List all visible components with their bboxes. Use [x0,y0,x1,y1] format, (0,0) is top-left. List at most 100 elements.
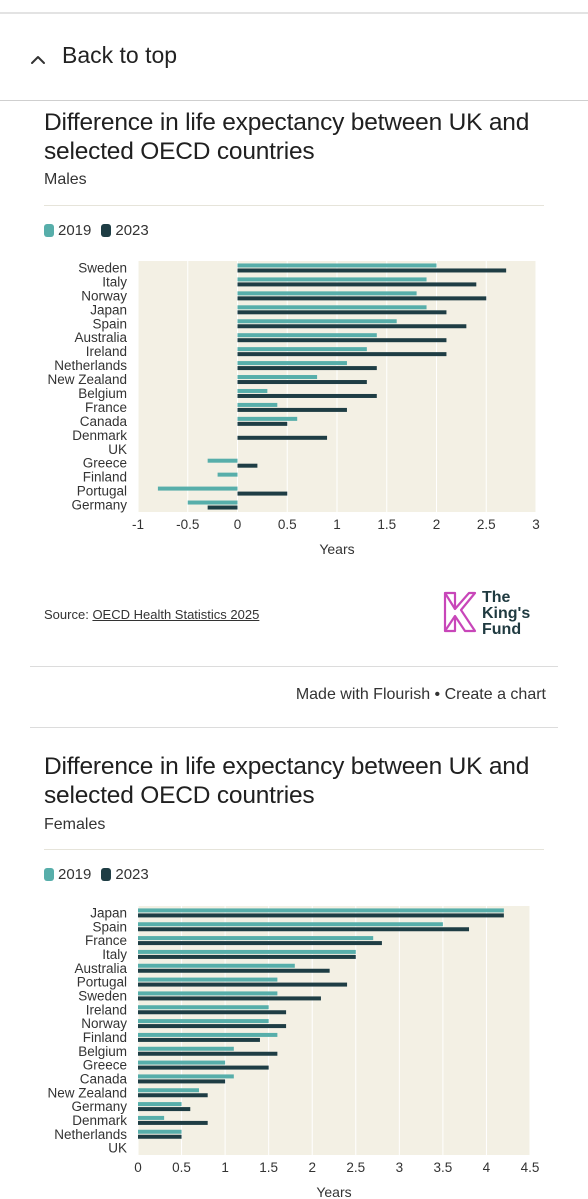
bar-2023 [237,296,487,301]
category-label: Netherlands [54,358,127,373]
category-label: Spain [92,316,127,331]
chart-subtitle-females: Females [44,816,106,833]
bar-2019 [237,263,437,268]
chart-legend[interactable]: 2019 2023 [44,222,149,239]
category-label: Finland [83,470,127,485]
category-label: Denmark [72,1113,127,1128]
category-label: Belgium [78,1044,127,1059]
bar-2023 [237,352,447,357]
bar-2023 [138,954,356,959]
bar-2023 [138,1010,287,1015]
chart-legend[interactable]: 2019 2023 [44,866,149,883]
flourish-footer: Made with Flourish • Create a chart [30,666,558,728]
category-label: Norway [81,288,127,303]
bar-2019 [237,333,377,338]
category-label: New Zealand [47,1085,127,1100]
x-tick-label: 3 [532,517,540,532]
category-label: Greece [83,1058,127,1073]
chart-title-males: Difference in life expectancy between UK… [44,109,530,165]
back-to-top-button[interactable]: Back to top [0,14,588,101]
bar-2023 [237,338,447,343]
chart-subtitle-males: Males [44,171,87,188]
category-label: France [85,400,127,415]
source-note: Source: OECD Health Statistics 2025 [44,607,259,622]
bar-2019 [138,922,443,927]
kings-fund-logo[interactable]: The King's Fund [442,589,542,638]
x-tick-label: 3 [396,1160,404,1175]
legend-item-2019[interactable]: 2019 [44,866,91,883]
bar-2019 [237,305,427,310]
x-tick-label: 1.5 [259,1160,278,1175]
bar-2023 [138,1065,269,1070]
bar-2023 [237,380,367,385]
bar-2019 [237,416,298,421]
bar-2023 [237,282,477,287]
bar-2023 [237,366,377,371]
bar-2019 [138,1060,226,1065]
bar-2019 [217,472,238,477]
category-label: Norway [81,1016,127,1031]
category-label: Sweden [78,260,127,275]
bar-2019 [138,936,374,941]
legend-label: 2023 [115,222,149,239]
kings-fund-logo-text: The King's Fund [482,589,531,638]
legend-swatch [44,224,54,237]
x-tick-label: 0 [134,1160,142,1175]
x-tick-label: 2 [308,1160,316,1175]
flourish-footer-text: Made with Flourish • Create a chart [296,686,546,704]
x-tick-label: 2 [433,517,441,532]
bar-2019 [138,991,278,996]
bar-2023 [138,968,330,973]
bar-2019 [138,1032,278,1037]
category-label: Ireland [86,344,127,359]
bar-2019 [138,908,504,913]
category-label: Australia [74,961,127,976]
legend-swatch [101,868,112,881]
category-label: Belgium [78,386,127,401]
legend-swatch [44,868,54,881]
category-label: Italy [102,947,127,962]
made-with-flourish-link[interactable]: Made with Flourish [295,686,431,703]
bar-2019 [237,347,367,352]
x-tick-label: 1.5 [377,517,396,532]
kings-fund-logo-mark-icon [443,591,477,633]
legend-item-2019[interactable]: 2019 [44,222,91,239]
bar-2023 [138,996,321,1001]
bar-2023 [237,421,288,426]
x-tick-label: 4 [483,1160,491,1175]
bar-2023 [237,407,347,412]
x-tick-label: 0 [234,517,242,532]
bar-2023 [237,268,507,273]
top-divider [0,12,588,14]
category-label: Spain [92,919,127,934]
x-axis-label: Years [319,541,354,557]
x-tick-label: 2.5 [477,517,496,532]
bar-2019 [207,458,238,463]
bar-2023 [138,1051,278,1056]
category-label: Germany [71,1099,127,1114]
bar-2023 [138,927,470,932]
back-to-top-label: Back to top [62,42,178,68]
bar-2023 [138,1120,208,1125]
bar-2023 [138,1107,191,1112]
bar-2019 [138,977,278,982]
bar-2019 [138,1019,269,1024]
legend-item-2023[interactable]: 2023 [101,222,149,239]
females-bar-chart: 0 0.5 1 1.5 2 2.5 3 3.5 4 4.5 JapanSpainFranceItal… [47,905,540,1199]
x-tick-label: 1 [333,517,341,532]
separator-dot: • [434,686,441,703]
legend-item-2023[interactable]: 2023 [101,866,149,883]
category-label: Portugal [77,484,127,499]
x-tick-label: -0.5 [176,517,199,532]
x-tick-label: 0.5 [278,517,297,532]
divider [44,205,544,206]
x-tick-label: 4.5 [521,1160,540,1175]
create-a-chart-link[interactable]: Create a chart [444,686,546,703]
legend-label: 2019 [58,866,92,883]
source-link[interactable]: OECD Health Statistics 2025 [92,607,260,622]
bar-2023 [237,463,258,468]
bar-2023 [207,505,238,510]
bar-2019 [237,319,397,324]
divider [44,849,544,850]
bar-2019 [138,963,295,968]
